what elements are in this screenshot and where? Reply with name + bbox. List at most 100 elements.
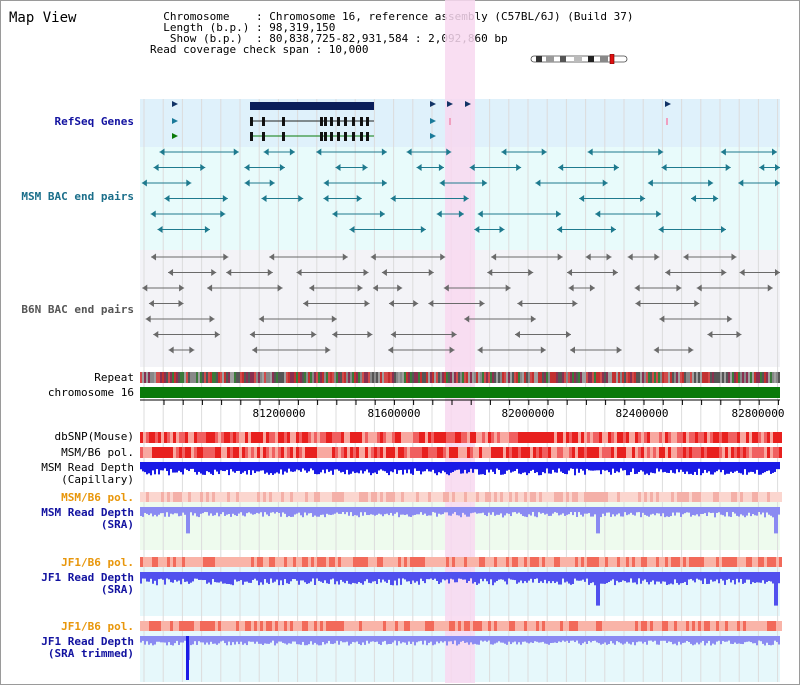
polymorphism-cell [650, 492, 653, 502]
polymorphism-cell [740, 557, 743, 567]
repeat-segment [534, 372, 536, 383]
axis-tick-label: 82800000 [731, 407, 785, 420]
polymorphism-cell [155, 432, 158, 443]
polymorphism-cell [188, 621, 191, 631]
bac-end-arrow [477, 210, 483, 218]
depth-bar [404, 462, 406, 470]
polymorphism-cell [287, 621, 290, 631]
depth-bar [272, 507, 274, 513]
depth-bar [182, 462, 184, 475]
polymorphism-cell [689, 621, 692, 631]
depth-bar [606, 507, 608, 513]
depth-bar [230, 636, 232, 646]
ideogram-band [600, 56, 608, 62]
depth-bar [574, 636, 576, 643]
polymorphism-cell [410, 621, 413, 631]
depth-bar [434, 636, 436, 645]
depth-bar [504, 462, 506, 474]
depth-bar [756, 636, 758, 646]
depth-bar [148, 572, 150, 582]
polymorphism-cell [383, 447, 386, 458]
depth-bar [646, 572, 648, 583]
polymorphism-cell [191, 447, 194, 458]
repeat-segment [232, 372, 234, 383]
depth-bar [712, 462, 714, 475]
depth-bar [778, 507, 780, 515]
depth-bar [470, 572, 472, 579]
depth-bar [620, 507, 622, 517]
depth-bar [378, 507, 380, 514]
depth-bar [412, 572, 414, 581]
depth-spike [186, 636, 189, 680]
depth-bar [700, 462, 702, 476]
depth-bar [228, 572, 230, 585]
polymorphism-cell [614, 557, 617, 567]
polymorphism-cell [149, 432, 152, 443]
track-label-msm-pol: MSM/B6 pol. [61, 446, 134, 459]
polymorphism-cell [629, 447, 632, 458]
track-label-msm-bac[interactable]: MSM BAC end pairs [21, 190, 134, 203]
polymorphism-cell [353, 447, 356, 458]
depth-bar [458, 507, 460, 516]
depth-bar [354, 636, 356, 643]
depth-bar [180, 636, 182, 643]
bac-end-arrow [482, 179, 488, 187]
depth-bar [584, 462, 586, 475]
chromosome-ideogram[interactable] [530, 54, 628, 64]
polymorphism-cell [512, 447, 515, 458]
depth-bar [536, 462, 538, 473]
polymorphism-cell [263, 432, 266, 443]
depth-bar [640, 572, 642, 584]
polymorphism-cell [329, 447, 332, 458]
polymorphism-cell [512, 432, 515, 443]
depth-bar [334, 462, 336, 470]
depth-bar [244, 507, 246, 517]
depth-bar [490, 572, 492, 580]
polymorphism-cell [287, 557, 290, 567]
depth-bar [472, 462, 474, 473]
track-label-b6n-bac[interactable]: B6N BAC end pairs [21, 303, 134, 316]
depth-bar [448, 507, 450, 516]
depth-bar [516, 507, 518, 514]
depth-bar [426, 507, 428, 516]
depth-bar [396, 572, 398, 586]
depth-bar [498, 462, 500, 470]
polymorphism-cell [143, 447, 146, 458]
polymorphism-cell [392, 432, 395, 443]
polymorphism-cell [767, 432, 770, 443]
polymorphism-cell [641, 621, 644, 631]
depth-bar [766, 636, 768, 643]
repeat-segment [624, 372, 626, 383]
polymorphism-cell [224, 432, 227, 443]
depth-bar [264, 462, 266, 474]
depth-bar [140, 507, 142, 516]
depth-bar [464, 462, 466, 470]
polymorphism-cell [719, 447, 722, 458]
polymorphism-cell [182, 432, 185, 443]
depth-bar [550, 462, 552, 474]
polymorphism-cell [572, 557, 575, 567]
depth-bar [506, 572, 508, 585]
track-label-refseq-genes[interactable]: RefSeq Genes [54, 115, 134, 128]
bac-end-arrow [736, 331, 742, 338]
polymorphism-cell [290, 432, 293, 443]
polymorphism-cell [719, 492, 722, 502]
polymorphism-cell [671, 492, 674, 502]
polymorphism-cell [533, 432, 536, 443]
polymorphism-cell [224, 447, 227, 458]
polymorphism-cell [524, 492, 527, 502]
depth-bar [462, 572, 464, 580]
repeat-segment [586, 372, 588, 383]
repeat-segment [342, 372, 344, 383]
polymorphism-cell [479, 447, 482, 458]
depth-bar [436, 507, 438, 517]
depth-bar [274, 507, 276, 514]
polymorphism-cell [284, 432, 287, 443]
depth-bar [212, 572, 214, 579]
depth-bar [432, 507, 434, 512]
depth-bar [666, 462, 668, 473]
polymorphism-cell [701, 447, 704, 458]
depth-bar [150, 572, 152, 579]
depth-bar [340, 462, 342, 473]
